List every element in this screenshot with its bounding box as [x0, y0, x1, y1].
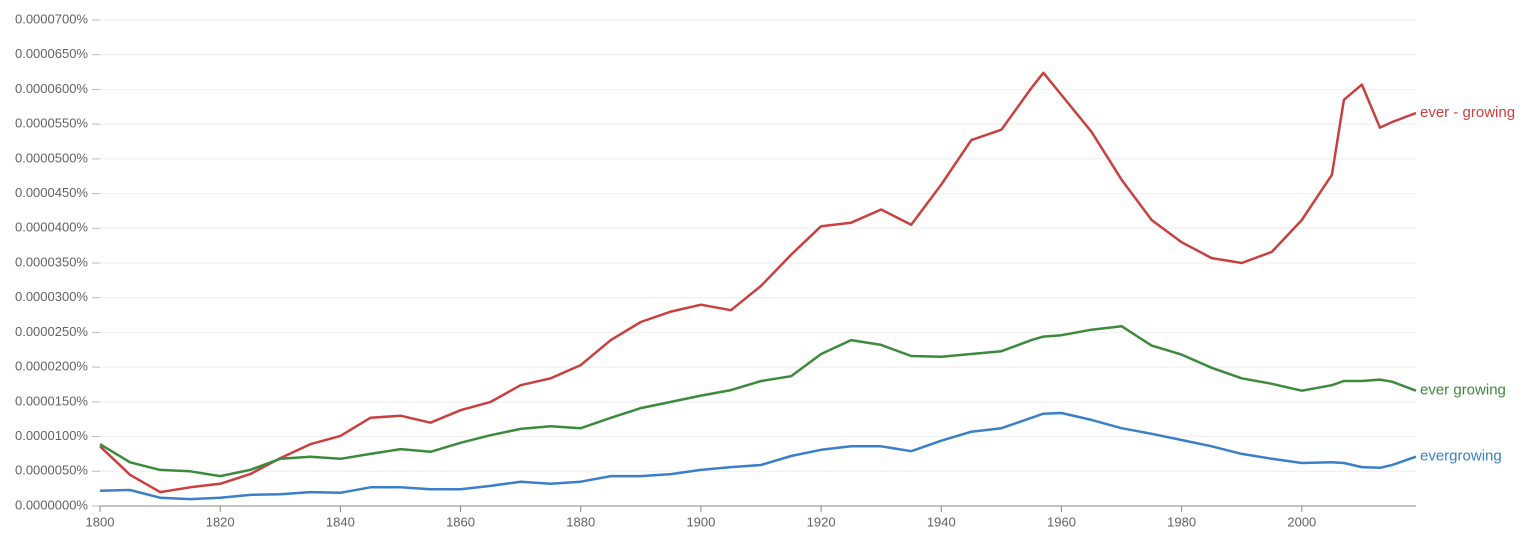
- x-tick-label: 2000: [1287, 514, 1316, 529]
- y-tick-label: 0.0000300%: [15, 289, 88, 304]
- series-label: ever growing: [1420, 382, 1506, 399]
- x-tick-label: 1840: [326, 514, 355, 529]
- x-tick-label: 1920: [807, 514, 836, 529]
- series-line: [99, 411, 1417, 501]
- series-line: [99, 71, 1417, 494]
- x-tick-label: 1880: [566, 514, 595, 529]
- y-tick-label: 0.0000250%: [15, 324, 88, 339]
- x-tick-label: 1960: [1047, 514, 1076, 529]
- y-tick-label: 0.0000000%: [15, 497, 88, 512]
- x-tick-label: 1800: [86, 514, 115, 529]
- x-tick-label: 1980: [1167, 514, 1196, 529]
- y-tick-label: 0.0000550%: [15, 116, 88, 131]
- y-tick-label: 0.0000700%: [15, 11, 88, 26]
- y-tick-label: 0.0000150%: [15, 393, 88, 408]
- x-tick-label: 1940: [927, 514, 956, 529]
- series-label: ever - growing: [1420, 104, 1515, 121]
- y-tick-label: 0.0000100%: [15, 428, 88, 443]
- y-tick-label: 0.0000200%: [15, 359, 88, 374]
- x-tick-label: 1820: [206, 514, 235, 529]
- x-tick-label: 1860: [446, 514, 475, 529]
- x-tick-label: 1900: [686, 514, 715, 529]
- y-tick-label: 0.0000450%: [15, 185, 88, 200]
- series-label: evergrowing: [1420, 448, 1502, 465]
- y-tick-label: 0.0000400%: [15, 220, 88, 235]
- y-tick-label: 0.0000050%: [15, 463, 88, 478]
- series-line: [99, 324, 1417, 478]
- y-tick-label: 0.0000600%: [15, 81, 88, 96]
- y-tick-label: 0.0000500%: [15, 150, 88, 165]
- y-tick-label: 0.0000350%: [15, 254, 88, 269]
- y-tick-label: 0.0000650%: [15, 46, 88, 61]
